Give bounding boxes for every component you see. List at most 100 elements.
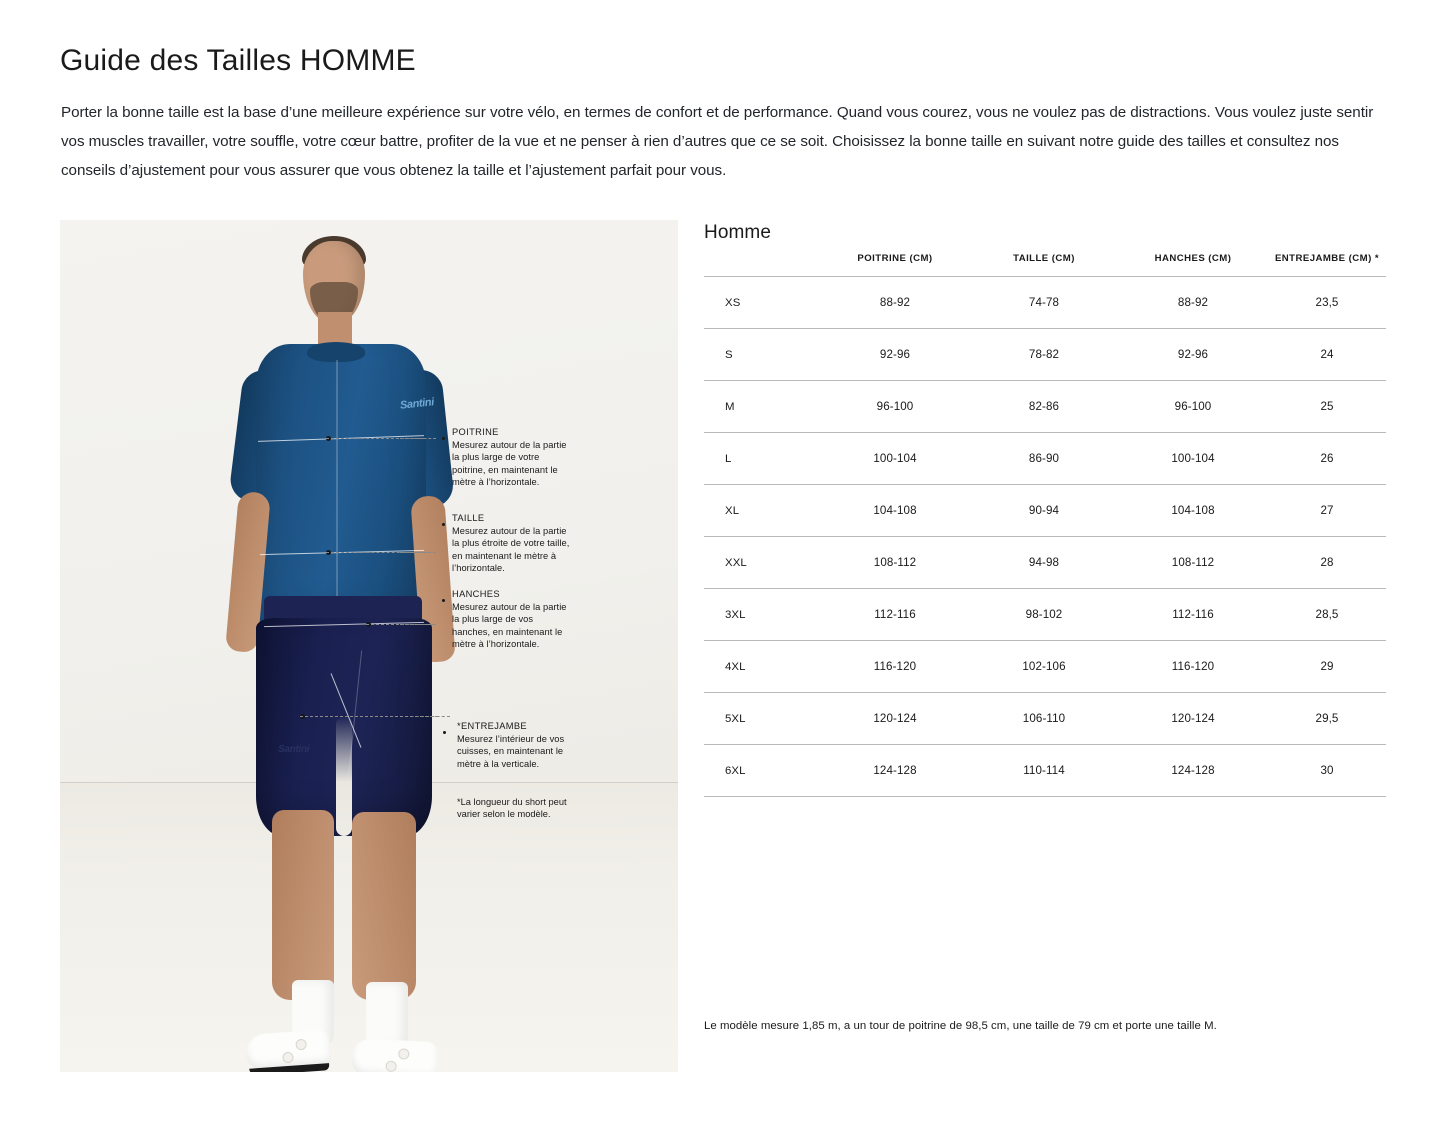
cell-poitrine: 92-96: [879, 348, 911, 361]
boa-dial-icon: [282, 1051, 294, 1064]
size-table: POITRINE (CM) TAILLE (CM) HANCHES (CM) E…: [704, 253, 1386, 797]
annotation-body: Mesurez autour de la partie la plus larg…: [452, 440, 567, 487]
cell-size: S: [725, 348, 733, 361]
cell-taille: 86-90: [1028, 452, 1060, 465]
column-header-taille: TAILLE (CM): [1013, 253, 1075, 264]
boa-dial-icon: [385, 1060, 397, 1072]
cell-hanches: 92-96: [1177, 348, 1209, 361]
leader-line-inseam-outer: [400, 716, 450, 717]
cell-entrejambe: 23,5: [1315, 296, 1339, 309]
cell-size: XL: [725, 504, 740, 517]
table-row: 6XL 124-128 110-114 124-128 30: [704, 744, 1386, 797]
cell-entrejambe: 24: [1320, 348, 1334, 361]
annotation-title: *ENTREJAMBE: [457, 721, 527, 731]
cell-poitrine: 120-124: [873, 712, 917, 725]
jersey-zipper: [336, 360, 338, 640]
table-row: L 100-104 86-90 100-104 26: [704, 432, 1386, 485]
leader-line-chest: [326, 438, 424, 439]
column-header-hanches: HANCHES (CM): [1154, 253, 1232, 264]
model-photo: Santini Santini: [60, 220, 678, 1072]
cell-size: 5XL: [725, 712, 746, 725]
cell-size: M: [725, 400, 735, 413]
column-header-poitrine: POITRINE (CM): [857, 253, 933, 264]
table-row: S 92-96 78-82 92-96 24: [704, 328, 1386, 381]
bullet-icon: [443, 731, 446, 734]
cell-taille: 82-86: [1028, 400, 1060, 413]
shorts-inseam-gap: [336, 716, 352, 836]
cell-size: 6XL: [725, 764, 746, 777]
cell-hanches: 104-108: [1171, 504, 1215, 517]
cell-size: L: [725, 452, 732, 465]
cell-taille: 102-106: [1022, 660, 1066, 673]
cell-poitrine: 112-116: [874, 608, 916, 621]
annotation-poitrine: POITRINE Mesurez autour de la partie la …: [442, 426, 570, 488]
cell-entrejambe: 28: [1320, 556, 1334, 569]
bullet-icon: [442, 437, 445, 440]
column-header-entrejambe: ENTREJAMBE (CM) *: [1274, 253, 1380, 264]
cell-taille: 94-98: [1028, 556, 1060, 569]
cell-entrejambe: 30: [1320, 764, 1334, 777]
cell-hanches: 88-92: [1177, 296, 1209, 309]
annotation-entrejambe: *ENTREJAMBE Mesurez l’intérieur de vos c…: [443, 720, 575, 770]
cell-taille: 110-114: [1023, 764, 1065, 777]
table-caption: Homme: [704, 222, 772, 243]
model-measurements-footnote: Le modèle mesure 1,85 m, a un tour de po…: [704, 1020, 1217, 1032]
cell-poitrine: 100-104: [873, 452, 917, 465]
cell-entrejambe: 29: [1320, 660, 1334, 673]
table-row: M 96-100 82-86 96-100 25: [704, 380, 1386, 433]
annotation-title: HANCHES: [452, 589, 500, 599]
table-row: 3XL 112-116 98-102 112-116 28,5: [704, 588, 1386, 641]
cell-hanches: 108-112: [1171, 556, 1215, 569]
cycling-jersey: [256, 344, 426, 644]
page-title: Guide des Tailles HOMME: [60, 44, 416, 77]
cell-poitrine: 124-128: [873, 764, 917, 777]
cell-poitrine: 96-100: [876, 400, 914, 413]
intro-paragraph: Porter la bonne taille est la base d’une…: [61, 104, 1374, 179]
cell-entrejambe: 27: [1320, 504, 1334, 517]
cell-taille: 106-110: [1022, 712, 1066, 725]
column-header-size: [704, 253, 820, 277]
bullet-icon: [442, 599, 445, 602]
cell-entrejambe: 25: [1320, 400, 1334, 413]
table-row: 5XL 120-124 106-110 120-124 29,5: [704, 692, 1386, 745]
jersey-collar: [307, 342, 365, 362]
leader-line-chest-outer: [400, 438, 436, 439]
leader-line-waist-outer: [400, 552, 436, 553]
cell-size: 4XL: [725, 660, 746, 673]
cell-hanches: 112-116: [1172, 608, 1214, 621]
cell-poitrine: 116-120: [873, 660, 917, 673]
shorts-length-note: *La longueur du short peut varier selon …: [457, 797, 567, 820]
cell-hanches: 96-100: [1174, 400, 1212, 413]
cell-taille: 98-102: [1025, 608, 1063, 621]
cell-entrejambe: 28,5: [1315, 608, 1339, 621]
cell-taille: 90-94: [1028, 504, 1060, 517]
leader-line-inseam: [300, 716, 438, 717]
cell-size: XS: [725, 296, 741, 309]
size-table-body: XS 88-92 74-78 88-92 23,5 S 92-96 78-82 92-96 24…: [704, 276, 1386, 797]
cell-size: 3XL: [725, 608, 746, 621]
model-leg-right: [352, 812, 416, 1000]
bullet-icon: [442, 523, 445, 526]
table-row: 4XL 116-120 102-106 116-120 29: [704, 640, 1386, 693]
cell-hanches: 120-124: [1171, 712, 1215, 725]
annotation-body: Mesurez l’intérieur de vos cuisses, en m…: [457, 734, 565, 769]
table-row: XL 104-108 90-94 104-108 27: [704, 484, 1386, 537]
boa-dial-icon: [397, 1048, 410, 1060]
boa-dial-icon: [295, 1038, 308, 1051]
size-table-section: Homme POITRINE (CM) TAILLE (CM) HANCHES …: [704, 222, 1386, 797]
annotation-title: TAILLE: [452, 513, 485, 523]
cell-hanches: 124-128: [1171, 764, 1215, 777]
cell-taille: 74-78: [1028, 296, 1060, 309]
cell-entrejambe: 29,5: [1315, 712, 1339, 725]
cycling-shoe-right: [351, 1037, 439, 1072]
cell-entrejambe: 26: [1320, 452, 1334, 465]
cell-hanches: 100-104: [1171, 452, 1215, 465]
annotation-body: Mesurez autour de la partie la plus larg…: [452, 602, 567, 649]
annotation-taille: TAILLE Mesurez autour de la partie la pl…: [442, 512, 570, 574]
cell-taille: 78-82: [1028, 348, 1060, 361]
table-row: XXL 108-112 94-98 108-112 28: [704, 536, 1386, 589]
annotation-body: Mesurez autour de la partie la plus étro…: [452, 526, 570, 573]
cycling-sock-right: [366, 982, 408, 1046]
table-row: XS 88-92 74-78 88-92 23,5: [704, 276, 1386, 329]
annotation-title: POITRINE: [452, 427, 499, 437]
